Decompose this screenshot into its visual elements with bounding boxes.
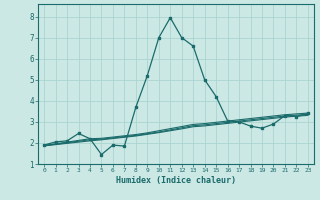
X-axis label: Humidex (Indice chaleur): Humidex (Indice chaleur) [116,176,236,185]
